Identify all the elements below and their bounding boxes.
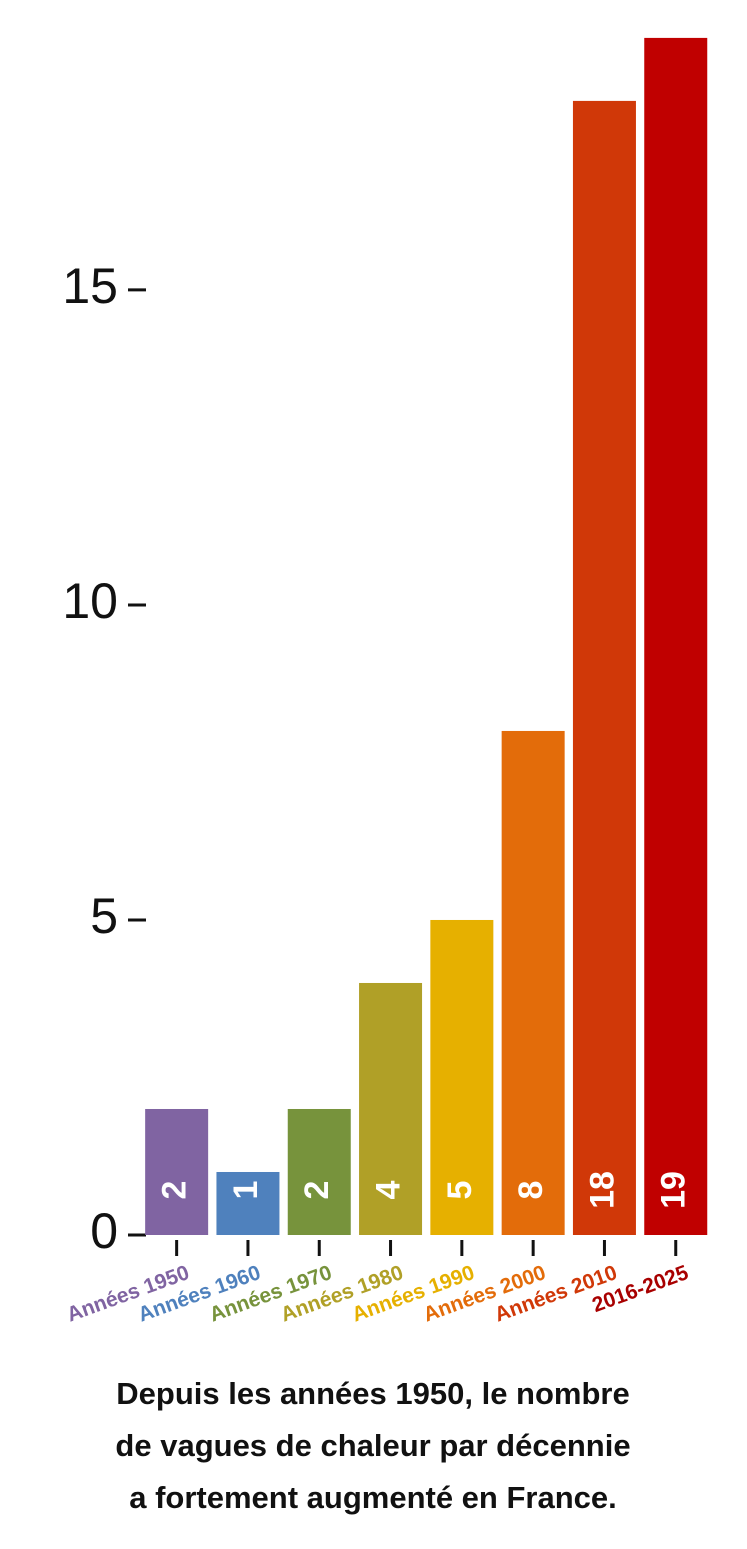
value-label: 2 [298,1181,336,1200]
value-label: 2 [156,1181,194,1200]
y-tick-label: 15 [62,258,118,314]
bar [572,100,636,1235]
bar [287,1108,351,1235]
y-tick-label: 0 [90,1203,118,1259]
caption: a fortement augmenté en France. [129,1480,617,1515]
value-label: 5 [441,1181,479,1200]
caption: Depuis les années 1950, le nombre [116,1376,629,1411]
bar [145,1108,209,1235]
value-label: 18 [583,1171,621,1209]
y-tick-label: 10 [62,573,118,629]
caption: de vagues de chaleur par décennie [115,1428,630,1463]
bar [359,982,423,1235]
value-label: 8 [512,1181,550,1200]
bar [430,919,494,1235]
bar [216,1171,280,1235]
bar [644,37,708,1235]
value-label: 4 [370,1180,408,1199]
y-tick-label: 5 [90,888,118,944]
value-label: 1 [227,1181,265,1200]
bar [501,730,565,1235]
value-label: 19 [655,1171,693,1209]
